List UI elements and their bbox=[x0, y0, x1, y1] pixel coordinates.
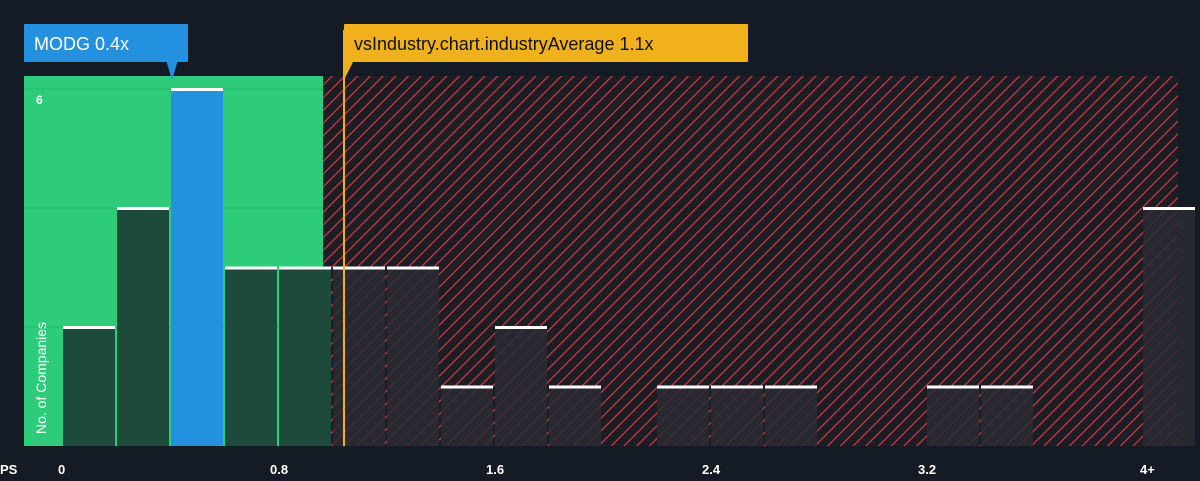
histogram-bar bbox=[765, 385, 817, 446]
bar-cap bbox=[711, 385, 763, 389]
bar-fill bbox=[1143, 208, 1195, 446]
industry-label-box bbox=[344, 24, 748, 62]
bar-fill bbox=[387, 267, 439, 446]
histogram-bar bbox=[117, 207, 169, 446]
y-axis-label: No. of Companies bbox=[33, 322, 49, 434]
histogram-bar bbox=[387, 266, 439, 446]
histogram-bar bbox=[711, 385, 763, 446]
bar-fill bbox=[333, 267, 385, 446]
bar-cap bbox=[225, 266, 277, 270]
histogram-bar bbox=[225, 266, 277, 446]
bar-cap bbox=[927, 385, 979, 389]
histogram-bar bbox=[279, 266, 331, 446]
histogram-bar bbox=[657, 385, 709, 446]
bar-fill bbox=[441, 386, 493, 446]
industry-average-label: vsIndustry.chart.industryAverage 1.1x bbox=[344, 24, 748, 80]
histogram-bar bbox=[63, 326, 115, 446]
bar-cap bbox=[495, 326, 547, 329]
bar-fill bbox=[765, 386, 817, 446]
x-tick-label: 0.8 bbox=[270, 462, 288, 476]
bar-cap bbox=[279, 266, 331, 270]
x-tick-label: 1.6 bbox=[486, 462, 504, 476]
bar-cap bbox=[657, 385, 709, 389]
bar-fill bbox=[657, 386, 709, 446]
bar-fill bbox=[495, 327, 547, 446]
company-label-pointer bbox=[166, 60, 178, 80]
x-tick-label: 3.2 bbox=[918, 462, 936, 476]
bar-fill bbox=[171, 89, 223, 446]
bar-cap bbox=[1143, 207, 1195, 210]
histogram-bar bbox=[333, 266, 385, 446]
bar-fill bbox=[279, 267, 331, 446]
axes: PS 0 0.8 1.6 2.4 3.2 4+ 6 No. of Companies bbox=[0, 93, 1155, 477]
histogram-bar bbox=[171, 88, 223, 446]
company-label-box bbox=[24, 24, 188, 62]
histogram-bar bbox=[495, 326, 547, 446]
x-axis-label: PS bbox=[0, 462, 18, 476]
histogram-bar bbox=[927, 385, 979, 446]
company-label-text: MODG 0.4x bbox=[34, 34, 129, 54]
histogram-bars bbox=[63, 88, 1195, 446]
bar-cap bbox=[171, 88, 223, 91]
x-tick-label: 4+ bbox=[1140, 462, 1155, 476]
bar-fill bbox=[981, 386, 1033, 446]
bar-fill bbox=[63, 327, 115, 446]
bar-cap bbox=[63, 326, 115, 329]
histogram-bar bbox=[549, 385, 601, 446]
company-label: MODG 0.4x bbox=[24, 24, 188, 80]
histogram-bar bbox=[981, 385, 1033, 446]
bar-fill bbox=[549, 386, 601, 446]
x-tick-label: 2.4 bbox=[702, 462, 721, 476]
histogram-bar bbox=[1143, 207, 1195, 446]
industry-label-text: vsIndustry.chart.industryAverage 1.1x bbox=[354, 34, 653, 54]
bar-cap bbox=[333, 266, 385, 270]
bar-fill bbox=[927, 386, 979, 446]
bar-fill bbox=[225, 267, 277, 446]
value-markers: vsIndustry.chart.industryAverage 1.1x MOD… bbox=[24, 24, 748, 446]
bar-cap bbox=[549, 385, 601, 389]
bar-cap bbox=[117, 207, 169, 210]
bar-fill bbox=[711, 386, 763, 446]
bar-cap bbox=[387, 266, 439, 270]
bar-fill bbox=[117, 208, 169, 446]
industry-label-pointer bbox=[344, 60, 354, 80]
bar-cap bbox=[981, 385, 1033, 389]
bar-cap bbox=[441, 385, 493, 389]
bar-cap bbox=[765, 385, 817, 389]
y-tick-label: 6 bbox=[36, 93, 43, 107]
overvalued-zone bbox=[323, 76, 1178, 446]
x-tick-label: 0 bbox=[58, 462, 65, 476]
histogram-bar bbox=[441, 385, 493, 446]
